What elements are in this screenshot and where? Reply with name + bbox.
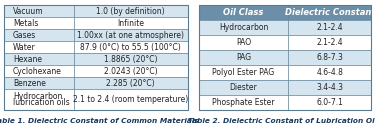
Text: Hexane: Hexane xyxy=(13,55,42,64)
Bar xyxy=(288,35,371,50)
Bar xyxy=(4,90,74,110)
Bar xyxy=(199,20,288,35)
Bar xyxy=(74,17,188,29)
Bar xyxy=(4,41,74,53)
Bar xyxy=(288,65,371,80)
Bar xyxy=(288,80,371,95)
Text: 2.0243 (20°C): 2.0243 (20°C) xyxy=(104,67,158,76)
Bar xyxy=(199,65,288,80)
Text: 1.00xx (at one atmosphere): 1.00xx (at one atmosphere) xyxy=(77,31,184,40)
Bar xyxy=(74,5,188,17)
Bar xyxy=(74,41,188,53)
Bar xyxy=(4,77,74,90)
Text: Table 1. Dielectric Constant of Common Materials: Table 1. Dielectric Constant of Common M… xyxy=(0,118,198,124)
Text: Table 2. Dielectric Constant of Lubrication Oils: Table 2. Dielectric Constant of Lubricat… xyxy=(188,118,375,124)
Bar xyxy=(199,50,288,65)
Bar xyxy=(4,29,74,41)
Text: PAO: PAO xyxy=(236,38,251,47)
Text: Oil Class: Oil Class xyxy=(224,8,264,17)
Text: Cyclohexane: Cyclohexane xyxy=(13,67,62,76)
Text: Polyol Ester PAG: Polyol Ester PAG xyxy=(213,68,275,77)
Bar xyxy=(199,5,288,20)
Bar xyxy=(4,65,74,77)
Text: 1.0 (by definition): 1.0 (by definition) xyxy=(96,7,165,16)
Text: 6.0-7.1: 6.0-7.1 xyxy=(316,98,343,107)
Bar xyxy=(288,20,371,35)
Text: 1.8865 (20°C): 1.8865 (20°C) xyxy=(104,55,157,64)
Text: Diester: Diester xyxy=(230,83,258,92)
Bar xyxy=(288,95,371,110)
Text: Dielectric Constant: Dielectric Constant xyxy=(285,8,375,17)
Text: Phosphate Ester: Phosphate Ester xyxy=(212,98,275,107)
Bar xyxy=(199,95,288,110)
Text: 6.8-7.3: 6.8-7.3 xyxy=(316,53,343,62)
Text: 4.6-4.8: 4.6-4.8 xyxy=(316,68,343,77)
Text: PAG: PAG xyxy=(236,53,251,62)
Text: Gases: Gases xyxy=(13,31,36,40)
Text: Metals: Metals xyxy=(13,19,38,28)
Text: Vacuum: Vacuum xyxy=(13,7,44,16)
Text: 2.1 to 2.4 (room temperature): 2.1 to 2.4 (room temperature) xyxy=(73,95,188,104)
Bar xyxy=(199,80,288,95)
Text: Hydrocarbon: Hydrocarbon xyxy=(219,23,268,32)
Bar xyxy=(4,5,74,17)
Bar xyxy=(74,53,188,65)
Bar xyxy=(74,29,188,41)
Text: Hydrocarbon: Hydrocarbon xyxy=(13,92,62,101)
Bar xyxy=(288,50,371,65)
Bar xyxy=(74,90,188,110)
Text: 3.4-4.3: 3.4-4.3 xyxy=(316,83,344,92)
Bar xyxy=(74,65,188,77)
Bar xyxy=(74,77,188,90)
Text: Infinite: Infinite xyxy=(117,19,144,28)
Bar xyxy=(199,35,288,50)
Text: lubrication oils: lubrication oils xyxy=(13,98,70,107)
Text: Water: Water xyxy=(13,43,36,52)
Text: 87.9 (0°C) to 55.5 (100°C): 87.9 (0°C) to 55.5 (100°C) xyxy=(80,43,181,52)
Text: Benzene: Benzene xyxy=(13,79,46,88)
Text: 2.285 (20°C): 2.285 (20°C) xyxy=(106,79,155,88)
Bar xyxy=(4,53,74,65)
Bar xyxy=(4,17,74,29)
Text: 2.1-2.4: 2.1-2.4 xyxy=(316,23,343,32)
Text: 2.1-2.4: 2.1-2.4 xyxy=(316,38,343,47)
Bar xyxy=(288,5,371,20)
